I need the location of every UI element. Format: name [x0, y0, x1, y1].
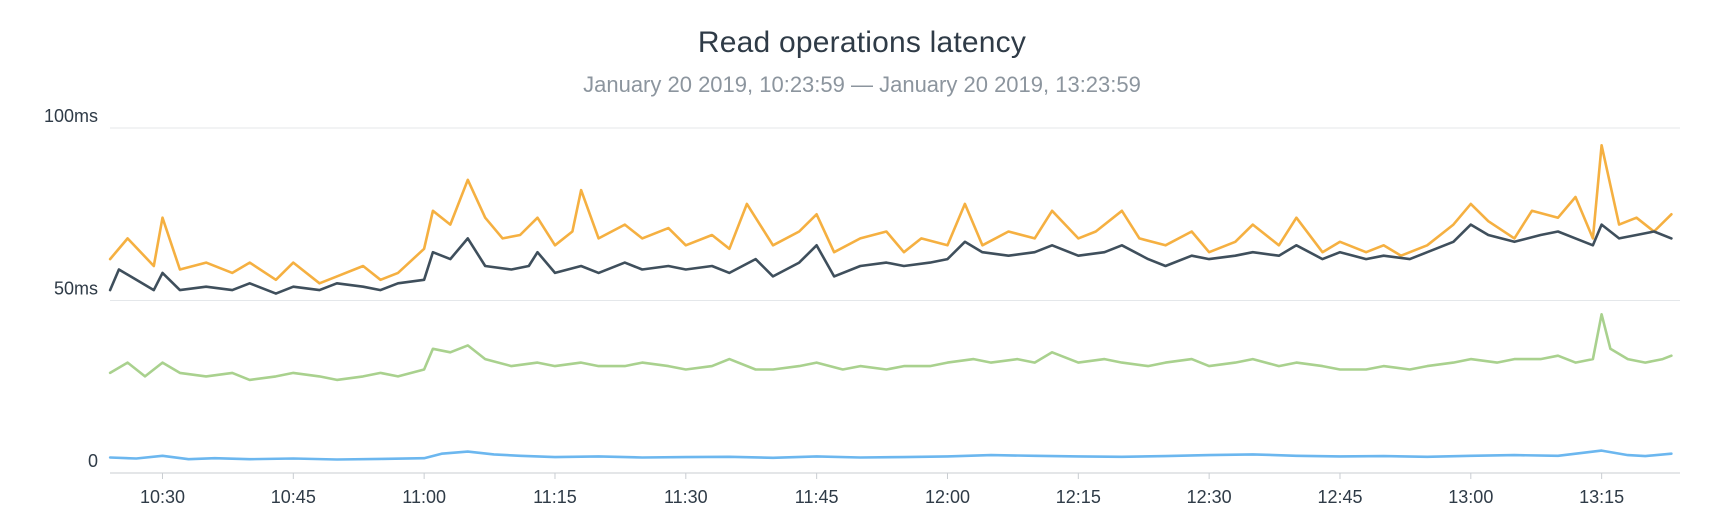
x-tick-label: 10:45 [271, 487, 316, 507]
chart-subtitle: January 20 2019, 10:23:59 — January 20 2… [583, 72, 1141, 97]
y-tick-label: 0 [88, 451, 98, 471]
x-tick-label: 11:15 [533, 487, 577, 507]
series-line-2 [108, 223, 1673, 295]
series-lines [108, 144, 1673, 461]
y-axis-labels: 0 50ms 100ms [44, 106, 98, 471]
x-axis-labels: 10:30 10:45 11:00 11:15 11:30 11:45 12:00 12:15… [140, 487, 1624, 507]
series-line-3 [108, 313, 1673, 382]
x-tick-label: 12:15 [1056, 487, 1101, 507]
x-tick-label: 10:30 [140, 487, 185, 507]
series-line-1 [108, 144, 1673, 285]
x-tick-label: 13:15 [1579, 487, 1624, 507]
x-tick-label: 13:00 [1448, 487, 1493, 507]
y-tick-label: 50ms [54, 279, 98, 299]
x-tick-label: 11:30 [664, 487, 708, 507]
x-tick-label: 11:00 [402, 487, 446, 507]
x-tick-label: 11:45 [795, 487, 839, 507]
x-tick-label: 12:00 [925, 487, 970, 507]
x-tick-label: 12:30 [1187, 487, 1232, 507]
x-tick-label: 12:45 [1317, 487, 1362, 507]
chart-title: Read operations latency [697, 26, 1027, 59]
series-line-4 [108, 449, 1673, 461]
grid-lines [110, 127, 1680, 479]
y-tick-label: 100ms [44, 106, 98, 126]
